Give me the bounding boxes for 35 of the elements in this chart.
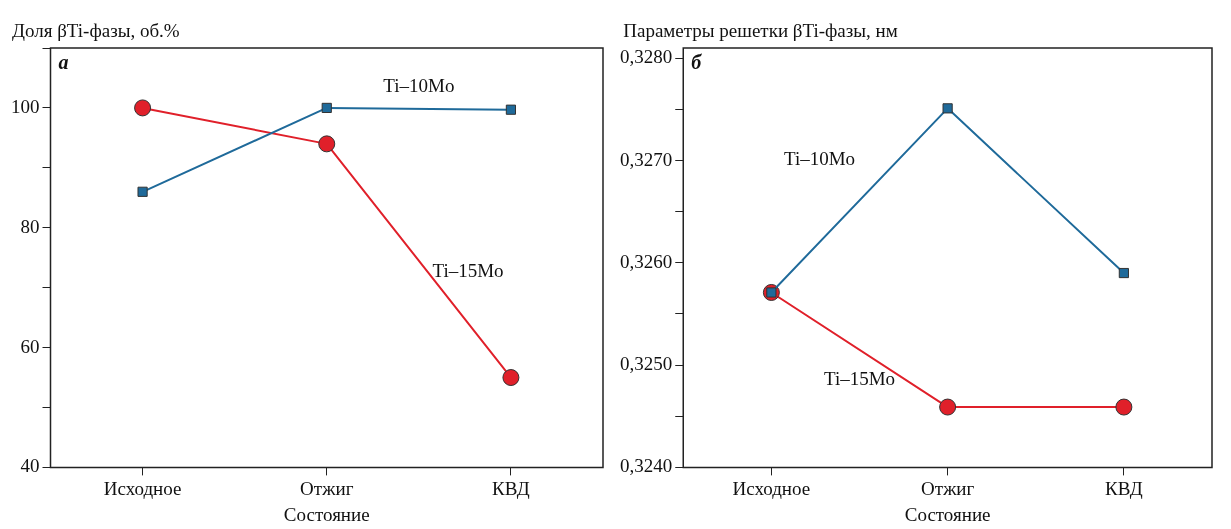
y-axis-title: Доля βTi-фазы, об.% (12, 20, 180, 42)
point (939, 398, 957, 416)
x-axis-title: Состояние (283, 503, 370, 525)
y-tick-label: 80 (20, 215, 40, 237)
y-tick-label: 60 (20, 335, 40, 357)
series-label: Ti–10Mo (383, 74, 455, 96)
point (137, 186, 148, 197)
y-axis-title: Параметры решетки βTi-фазы, нм (623, 20, 898, 42)
point (505, 104, 517, 115)
point (1115, 398, 1133, 416)
x-tick-label: КВД (492, 477, 530, 499)
x-tick-label: Исходное (103, 477, 182, 499)
y-tick-label: 100 (11, 95, 40, 117)
x-axis-title: Состояние (904, 503, 991, 525)
annotation: б (691, 51, 703, 74)
point (1118, 267, 1129, 279)
annotation: а (58, 51, 69, 74)
y-tick-label: 40 (20, 455, 40, 477)
point (318, 135, 336, 153)
point (502, 369, 520, 387)
point (134, 99, 152, 117)
point (942, 103, 953, 114)
y-tick-label: 0,3250 (620, 353, 673, 375)
point (321, 102, 332, 114)
x-tick-label: Исходное (732, 477, 811, 499)
x-tick-label: Отжиг (300, 477, 354, 499)
x-tick-label: КВД (1105, 477, 1143, 499)
y-tick-label: 0,3270 (620, 148, 673, 170)
series-label: Ti–15Mo (432, 260, 504, 282)
y-tick-label: 0,3260 (620, 250, 673, 272)
y-tick-label: 0,3240 (620, 455, 673, 477)
y-tick-label: 0,3280 (620, 46, 673, 68)
x-tick-label: Отжиг (920, 477, 975, 499)
series-label: Ti–10Mo (783, 148, 856, 170)
series-label: Ti–15Mo (823, 367, 896, 389)
